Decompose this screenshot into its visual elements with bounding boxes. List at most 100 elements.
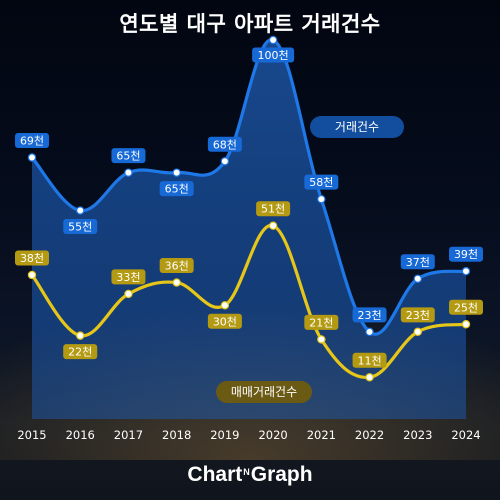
data-point-0-6 [317, 194, 326, 204]
series-line-1 [30, 224, 468, 379]
data-label-bg-0-1 [63, 219, 98, 235]
data-label-text-0-6: 58천 [309, 175, 333, 189]
data-label-0-7: 23천 [352, 307, 387, 323]
x-tick-2017: 2017 [114, 428, 143, 442]
data-label-bg-1-9 [449, 299, 483, 315]
data-label-0-1: 55천 [63, 219, 98, 235]
data-label-1-8: 23천 [400, 307, 435, 323]
data-label-text-1-1: 22천 [68, 345, 92, 359]
data-label-text-1-9: 25천 [454, 300, 478, 314]
data-point-0-2 [124, 168, 133, 177]
data-label-0-4: 68천 [207, 136, 242, 152]
data-point-0-9 [461, 266, 471, 276]
brand-mid: N [243, 467, 250, 477]
x-tick-2022: 2022 [355, 428, 384, 442]
series-area-0 [32, 39, 466, 419]
data-label-text-0-9: 39천 [454, 247, 478, 261]
data-point-1-3 [172, 278, 181, 287]
data-point-1-2 [124, 289, 133, 299]
data-label-0-6: 58천 [304, 174, 339, 190]
data-point-1-8 [413, 327, 422, 337]
data-label-bg-0-3 [159, 181, 194, 197]
data-point-0-3 [172, 168, 181, 177]
data-label-text-1-0: 38천 [20, 251, 44, 265]
data-label-bg-1-4 [207, 313, 242, 329]
data-point-0-1 [76, 206, 85, 215]
legend-pill-0 [310, 116, 404, 138]
data-label-text-0-3: 65천 [165, 182, 189, 196]
data-label-bg-0-5 [252, 47, 295, 63]
data-label-bg-0-8 [400, 254, 435, 270]
data-label-bg-0-7 [352, 307, 387, 323]
data-label-1-5: 51천 [256, 201, 291, 217]
data-label-0-3: 65천 [159, 181, 194, 197]
x-tick-2015: 2015 [17, 428, 46, 442]
legend-label-0: 거래건수 [335, 120, 379, 134]
data-point-0-7 [365, 327, 374, 337]
x-tick-2018: 2018 [162, 428, 191, 442]
x-tick-2021: 2021 [307, 428, 336, 442]
chart-title: 연도별 대구 아파트 거래건수 [119, 12, 381, 36]
data-label-1-6: 21천 [304, 314, 339, 330]
x-tick-2019: 2019 [210, 428, 239, 442]
data-label-text-0-7: 23천 [357, 308, 381, 322]
legend-item-0: 거래건수 [310, 116, 404, 138]
data-point-1-5 [268, 221, 278, 230]
data-point-0-8 [413, 274, 422, 283]
data-point-1-6 [317, 335, 326, 344]
data-label-1-2: 33천 [111, 269, 146, 285]
data-label-text-1-7: 11천 [357, 353, 381, 367]
data-label-text-0-2: 65천 [116, 149, 140, 163]
data-label-0-9: 39천 [449, 246, 483, 262]
brand-right: Graph [250, 463, 313, 486]
data-point-1-4 [220, 301, 230, 310]
data-point-1-1 [76, 331, 85, 340]
x-tick-2016: 2016 [66, 428, 95, 442]
data-label-bg-1-1 [63, 344, 98, 360]
data-point-1-9 [461, 320, 471, 329]
data-label-bg-1-0 [15, 250, 49, 266]
data-label-bg-1-2 [111, 269, 146, 285]
data-label-bg-1-5 [256, 201, 291, 217]
data-label-0-2: 65천 [111, 148, 146, 164]
data-label-bg-1-7 [352, 352, 387, 368]
data-label-0-5: 100천 [252, 47, 295, 63]
data-point-0-5 [268, 35, 278, 45]
legend-item-1: 매매거래건수 [216, 381, 312, 403]
data-label-text-0-8: 37천 [406, 255, 430, 269]
data-label-bg-1-8 [400, 307, 435, 323]
data-label-bg-0-6 [304, 174, 339, 190]
data-label-text-1-4: 30천 [213, 314, 237, 328]
data-label-1-0: 38천 [15, 250, 49, 266]
data-label-0-8: 37천 [400, 254, 435, 270]
x-tick-2020: 2020 [258, 428, 287, 442]
data-point-1-0 [27, 270, 37, 280]
data-label-1-1: 22천 [63, 344, 98, 360]
data-point-0-0 [27, 153, 37, 162]
data-label-bg-0-9 [449, 246, 483, 262]
x-tick-2023: 2023 [403, 428, 432, 442]
data-label-text-1-2: 33천 [116, 270, 140, 284]
data-label-text-0-1: 55천 [68, 220, 92, 234]
data-label-1-7: 11천 [352, 352, 387, 368]
data-label-bg-0-4 [207, 136, 242, 152]
data-label-text-0-0: 69천 [20, 133, 44, 147]
data-label-text-0-4: 68천 [213, 137, 237, 151]
data-label-bg-1-3 [159, 258, 194, 274]
data-label-text-1-8: 23천 [406, 308, 430, 322]
brand-left: Chart [187, 463, 243, 486]
data-label-1-9: 25천 [449, 299, 483, 315]
data-label-text-0-5: 100천 [258, 48, 289, 62]
data-label-bg-0-2 [111, 148, 146, 164]
brand-logo: ChartNGraph [0, 463, 500, 487]
data-label-1-3: 36천 [159, 258, 194, 274]
legend-pill-1 [216, 381, 312, 403]
data-label-text-1-3: 36천 [165, 259, 189, 273]
x-tick-2024: 2024 [451, 428, 480, 442]
data-label-text-1-6: 21천 [309, 315, 333, 329]
legend-label-1: 매매거래건수 [231, 385, 297, 399]
data-label-bg-0-0 [15, 132, 49, 148]
data-label-bg-1-6 [304, 314, 339, 330]
